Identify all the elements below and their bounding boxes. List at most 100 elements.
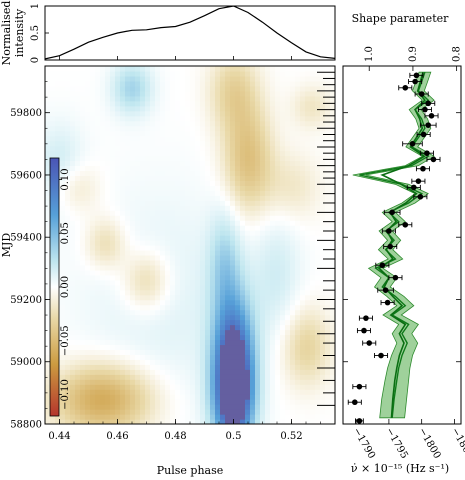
heatmap-cell	[130, 215, 136, 221]
nudot-point	[361, 327, 367, 334]
heatmap-cell	[320, 215, 326, 221]
heatmap-cell	[255, 319, 261, 326]
heatmap-cell	[165, 100, 171, 107]
heatmap-cell	[310, 379, 316, 385]
heatmap-cell	[110, 279, 116, 286]
heatmap-cell	[105, 170, 111, 176]
heatmap-cell	[170, 284, 176, 291]
heatmap-cell	[125, 364, 131, 370]
heatmap-cell	[130, 75, 136, 82]
heatmap-cell	[235, 294, 241, 301]
heatmap-cell	[110, 369, 116, 375]
heatmap-cell	[125, 359, 131, 365]
heatmap-cell	[100, 115, 106, 122]
heatmap-cell	[190, 399, 196, 405]
heatmap-cell	[220, 314, 226, 321]
heatmap-cell	[75, 95, 81, 102]
heatmap-cell	[310, 100, 316, 107]
heatmap-cell	[140, 225, 146, 231]
heatmap-cell	[290, 90, 296, 97]
heatmap-cell	[275, 175, 281, 181]
heatmap-cell	[235, 324, 241, 331]
heatmap-cell	[320, 384, 326, 390]
heatmap-cell	[255, 359, 261, 365]
heatmap-cell	[145, 125, 151, 132]
heatmap-cell	[95, 110, 101, 117]
heatmap-cell	[250, 384, 256, 390]
heatmap-cell	[165, 135, 171, 142]
heatmap-cell	[245, 205, 251, 211]
heatmap-cell	[205, 70, 211, 77]
heatmap-cell	[275, 304, 281, 311]
heatmap-cell	[130, 349, 136, 355]
colorbar-tick-label: 0.05	[60, 222, 71, 244]
heatmap-cell	[300, 284, 306, 291]
heatmap-cell	[160, 175, 166, 181]
heatmap-cell	[75, 394, 81, 400]
heatmap-cell	[140, 210, 146, 216]
heatmap-cell	[240, 130, 246, 137]
heatmap-cell	[305, 289, 311, 296]
heatmap-cell	[270, 215, 276, 221]
heatmap-cell	[285, 130, 291, 137]
heatmap-cell	[260, 135, 266, 142]
heatmap-cell	[100, 314, 106, 321]
heatmap-cell	[45, 190, 51, 196]
heatmap-cell	[245, 304, 251, 311]
heatmap-cell	[310, 160, 316, 167]
heatmap-cell	[210, 120, 216, 127]
heatmap-cell	[270, 115, 276, 122]
heatmap-cell	[145, 110, 151, 117]
heatmap-cell	[295, 394, 301, 400]
heatmap-cell	[265, 414, 271, 420]
heatmap-cell	[225, 349, 231, 355]
heatmap-cell	[135, 334, 141, 341]
heatmap-cell	[75, 170, 81, 176]
heatmap-cell	[255, 249, 261, 256]
heatmap-cell	[270, 334, 276, 341]
heatmap-cell	[250, 120, 256, 127]
heatmap-cell	[105, 200, 111, 206]
heatmap-cell	[265, 155, 271, 162]
heatmap-cell	[265, 180, 271, 186]
heatmap-cell	[320, 259, 326, 266]
heatmap-cell	[275, 369, 281, 375]
heatmap-cell	[240, 374, 246, 380]
nudot-tick-label: −1805	[449, 426, 465, 461]
heatmap-cell	[150, 289, 156, 296]
heatmap-cell	[80, 225, 86, 231]
heatmap-cell	[65, 140, 71, 147]
heatmap-cell	[195, 205, 201, 211]
heatmap-cell	[235, 269, 241, 276]
heatmap-cell	[170, 369, 176, 375]
heatmap-cell	[220, 249, 226, 256]
heatmap-cell	[320, 120, 326, 127]
heatmap-cell	[95, 284, 101, 291]
phase-tick-label: 0.5	[226, 431, 242, 442]
heatmap-cell	[85, 359, 91, 365]
heatmap-cell	[285, 215, 291, 221]
heatmap-cell	[90, 150, 96, 157]
heatmap-cell	[315, 120, 321, 127]
heatmap-cell	[150, 200, 156, 206]
heatmap-cell	[290, 120, 296, 127]
heatmap-cell	[190, 324, 196, 331]
heatmap-cell	[125, 160, 131, 167]
heatmap-cell	[210, 190, 216, 196]
heatmap-cell	[75, 80, 81, 87]
heatmap-cell	[195, 334, 201, 341]
heatmap-cell	[195, 235, 201, 241]
heatmap-cell	[235, 105, 241, 112]
heatmap-cell	[290, 175, 296, 181]
heatmap-cell	[185, 205, 191, 211]
heatmap-cell	[100, 284, 106, 291]
heatmap-cell	[315, 90, 321, 97]
heatmap-cell	[310, 75, 316, 82]
heatmap-cell	[80, 314, 86, 321]
heatmap-cell	[310, 269, 316, 276]
heatmap-cell	[185, 354, 191, 360]
heatmap-cell	[205, 369, 211, 375]
heatmap-cell	[240, 339, 246, 346]
heatmap-cell	[265, 135, 271, 142]
heatmap-cell	[90, 200, 96, 206]
